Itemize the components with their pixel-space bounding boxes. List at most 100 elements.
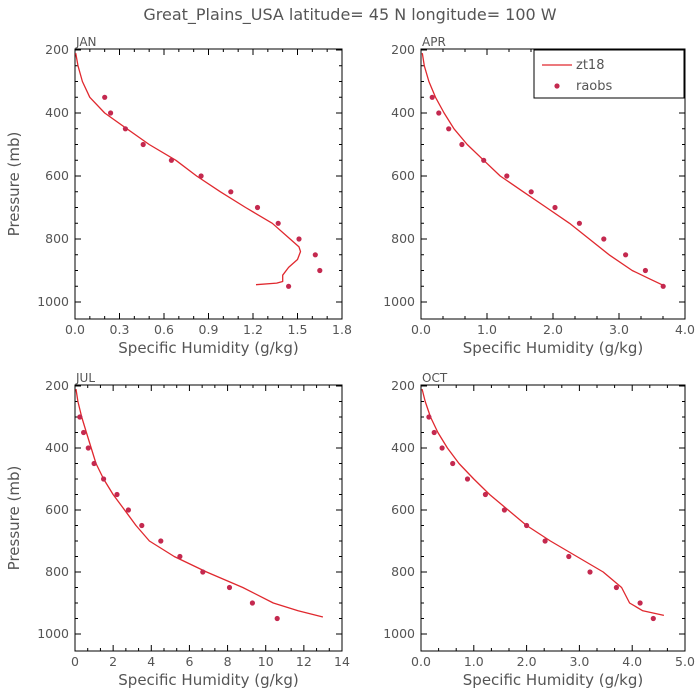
y-tick-label: 200	[45, 378, 69, 393]
x-tick-label: 2.0	[517, 654, 537, 669]
y-tick-label: 800	[45, 564, 69, 579]
x-tick-label: 1.2	[243, 322, 263, 337]
y-tick-label: 800	[45, 231, 69, 246]
data-point-raobs	[122, 126, 128, 132]
x-tick-label: 6	[185, 654, 193, 669]
panel-oct: OCT 200 400 600 800 1000 0.0 1.0 2.0 3.0 4.0 5.0 Spe…	[383, 371, 695, 689]
panel-label: OCT	[422, 371, 448, 385]
y-tick-label: 400	[45, 440, 69, 455]
data-point-raobs	[81, 429, 87, 436]
data-point-raobs	[312, 252, 318, 258]
data-point-raobs	[114, 491, 120, 498]
data-point-raobs	[436, 110, 442, 116]
y-tick-label: 200	[391, 42, 415, 57]
data-point-raobs	[426, 414, 432, 420]
x-tick-label: 4	[147, 654, 155, 669]
y-tick-label: 600	[45, 168, 69, 183]
data-point-raobs	[464, 476, 471, 482]
data-point-raobs	[139, 522, 145, 529]
x-axis-label: Specific Humidity (g/kg)	[463, 671, 643, 689]
x-tick-label: 8	[224, 654, 232, 669]
panel-jan: JAN 200 400 600 800 1000 0.0 0.3 0.6 0.9 1.2 1.5 1.8…	[5, 35, 352, 357]
x-tick-label: 5.0	[675, 654, 695, 669]
legend-box	[533, 49, 685, 99]
x-axis-label: Specific Humidity (g/kg)	[463, 339, 643, 357]
data-point-raobs	[102, 94, 108, 100]
data-point-raobs	[177, 553, 183, 560]
data-point-raobs	[140, 141, 146, 148]
data-point-raobs	[504, 173, 510, 179]
y-tick-label: 800	[391, 231, 415, 246]
x-axis-label: Specific Humidity (g/kg)	[118, 671, 298, 689]
y-tick-label: 1000	[37, 626, 69, 641]
data-point-raobs	[286, 283, 292, 289]
data-point-raobs	[125, 507, 131, 513]
x-tick-label: 0	[71, 654, 79, 669]
data-point-raobs	[566, 553, 572, 560]
x-tick-label: 2	[109, 654, 117, 669]
data-point-raobs	[613, 584, 620, 591]
data-point-raobs	[552, 204, 558, 211]
data-point-raobs	[77, 414, 83, 420]
x-tick-label: 3.0	[609, 322, 629, 337]
data-point-raobs	[429, 94, 435, 100]
x-tick-label: 0.0	[411, 322, 431, 337]
y-axis-label: Pressure (mb)	[5, 466, 23, 571]
x-tick-label: 0.3	[110, 322, 130, 337]
x-axis-label: Specific Humidity (g/kg)	[118, 339, 298, 357]
y-tick-label: 400	[391, 105, 415, 120]
x-tick-label: 14	[334, 654, 350, 669]
data-point-raobs	[623, 252, 629, 258]
data-point-raobs	[91, 460, 97, 467]
x-tick-label: 0.0	[65, 322, 85, 337]
data-point-raobs	[528, 189, 534, 195]
y-tick-label: 600	[45, 502, 69, 517]
y-tick-label: 400	[391, 440, 415, 455]
x-tick-label: 1.0	[464, 654, 484, 669]
data-point-raobs	[158, 538, 164, 544]
y-tick-label: 1000	[383, 294, 415, 309]
legend-entry-label: raobs	[576, 79, 613, 94]
y-tick-label: 600	[391, 168, 415, 183]
legend: zt18 raobs	[533, 49, 685, 99]
data-point-raobs	[274, 615, 280, 622]
panel-label: APR	[422, 35, 446, 49]
y-tick-label: 1000	[383, 626, 415, 641]
x-tick-label: 2.0	[543, 322, 563, 337]
y-tick-label: 800	[391, 564, 415, 579]
x-tick-label: 1.0	[477, 322, 497, 337]
data-point-raobs	[542, 538, 548, 544]
figure-title: Great_Plains_USA latitude= 45 N longitud…	[143, 5, 556, 25]
data-point-raobs	[439, 445, 445, 451]
x-tick-label: 4.0	[622, 654, 642, 669]
plot-frame	[420, 384, 686, 652]
series-line-zt18	[75, 52, 302, 286]
data-point-raobs	[481, 157, 487, 163]
data-point-raobs	[108, 110, 114, 116]
panel-apr: APR 200 400 600 800 1000 0.0 1.0 2.0 3.0 4.0 Specif…	[383, 35, 695, 357]
data-point-raobs	[226, 584, 233, 591]
data-point-raobs	[642, 267, 649, 274]
data-point-raobs	[249, 600, 255, 606]
data-point-raobs	[446, 126, 452, 132]
data-point-raobs	[200, 569, 206, 575]
y-tick-label: 600	[391, 502, 415, 517]
panel-label: JUL	[75, 371, 95, 385]
panel-label: JAN	[75, 35, 97, 49]
plot-frame	[74, 384, 343, 652]
x-tick-label: 0.9	[199, 322, 219, 337]
series-line-zt18	[75, 389, 324, 618]
data-point-raobs	[459, 141, 465, 148]
data-point-raobs	[660, 283, 666, 289]
y-tick-label: 400	[45, 105, 69, 120]
data-point-raobs	[524, 522, 530, 529]
data-point-raobs	[650, 615, 656, 622]
data-point-raobs	[601, 236, 607, 242]
data-point-raobs	[501, 507, 507, 513]
x-tick-label: 4.0	[675, 322, 695, 337]
x-tick-label: 12	[296, 654, 312, 669]
data-point-raobs	[85, 445, 91, 451]
data-point-raobs	[275, 220, 281, 226]
y-tick-label: 1000	[37, 294, 69, 309]
y-tick-label: 200	[391, 378, 415, 393]
